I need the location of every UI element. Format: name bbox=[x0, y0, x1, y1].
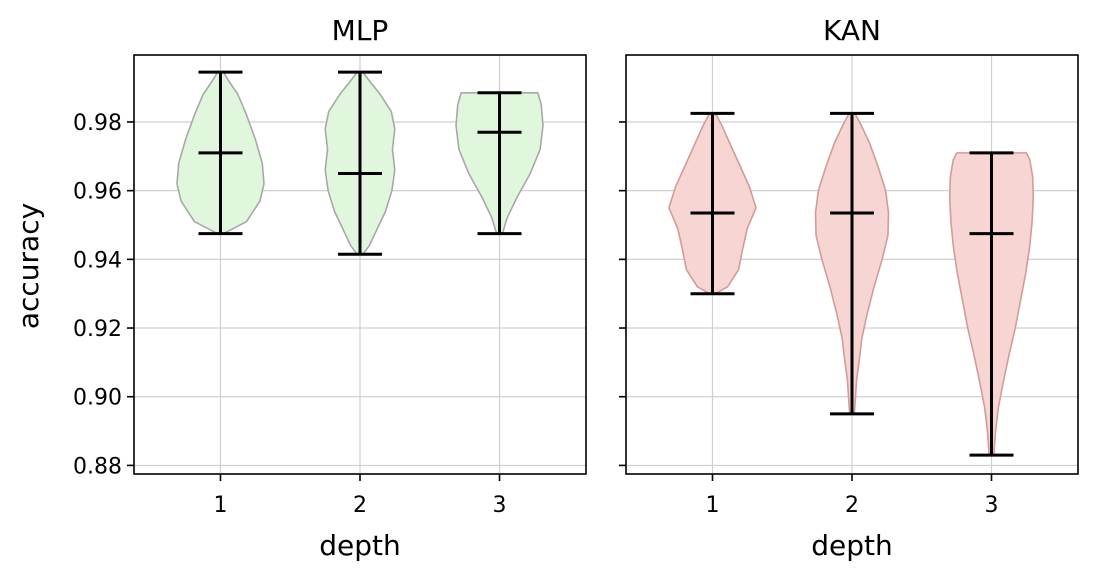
panel-title-mlp: MLP bbox=[332, 14, 389, 47]
x-tick-label: 3 bbox=[985, 493, 999, 518]
x-axis-label-mlp: depth bbox=[319, 529, 401, 562]
y-axis-label: accuracy bbox=[12, 203, 45, 329]
y-tick-label: 0.96 bbox=[73, 180, 122, 205]
x-axis-label-kan: depth bbox=[811, 529, 893, 562]
panel-mlp: MLP depth 0.88 0.90 0.92 0.94 0.96 0.98 1 2 3 bbox=[73, 14, 587, 562]
y-tick-label: 0.90 bbox=[73, 386, 122, 411]
x-tick-label: 1 bbox=[213, 493, 227, 518]
y-tick-label: 0.92 bbox=[73, 317, 122, 342]
panel-title-kan: KAN bbox=[823, 14, 881, 47]
y-tick-label: 0.98 bbox=[73, 111, 122, 136]
y-tick-label: 0.88 bbox=[73, 454, 122, 479]
panel-kan: KAN depth 1 2 3 bbox=[619, 14, 1079, 562]
x-tick-label: 2 bbox=[353, 493, 367, 518]
x-tick-label: 2 bbox=[845, 493, 859, 518]
y-tick-label: 0.94 bbox=[73, 248, 122, 273]
x-tick-label: 3 bbox=[493, 493, 507, 518]
x-tick-label: 1 bbox=[705, 493, 719, 518]
